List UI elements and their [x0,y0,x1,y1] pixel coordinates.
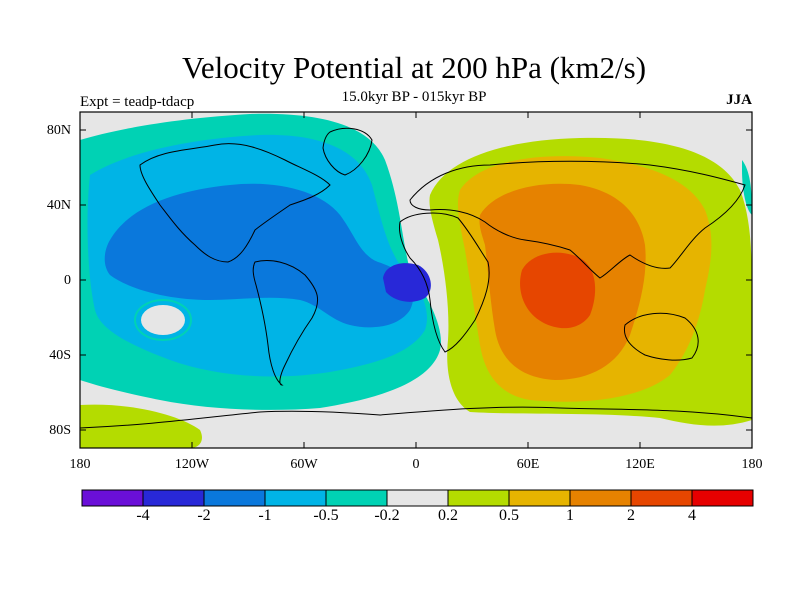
contour-neg-0.2-dateline [742,160,752,215]
colorbar-box [142,489,205,507]
coast-north-america [139,143,331,263]
lon-label-120w: 120W [174,457,210,472]
coast-australia [623,312,699,361]
colorbar-box [508,489,571,507]
colorbar-box [325,489,388,507]
colorbar-label: 4 [688,507,696,524]
contour-pos-0.2-sw [80,404,202,448]
lat-label-40n: 40N [46,198,71,213]
colorbar-box [630,489,693,507]
coast-eurasia [409,160,746,279]
lon-label-120e: 120E [625,457,655,472]
contour-field [80,112,752,448]
experiment-label: Expt = teadp-tdacp [80,94,195,110]
colorbar [81,489,754,507]
contour-pocket-ring [134,299,192,341]
colorbar-box [203,489,266,507]
colorbar-label: -0.2 [374,507,400,524]
lat-label-0: 0 [64,273,71,288]
lon-label-60w: 60W [290,457,318,472]
colorbar-box [691,489,754,507]
map-title: Velocity Potential at 200 hPa (km2/s) [181,50,647,85]
contour-pos-2 [520,252,596,329]
colorbar-box [569,489,632,507]
colorbar-box [81,489,144,507]
colorbar-box [386,489,449,507]
colorbar-label: 1 [566,507,574,524]
colorbar-label: 0.5 [499,507,519,524]
colorbar-label: 0.2 [438,507,458,524]
lat-label-80n: 80N [46,123,71,138]
coast-south-america [252,260,319,386]
lat-label-40s: 40S [49,348,71,363]
lon-label-60e: 60E [516,457,540,472]
colorbar-label: -0.5 [313,507,339,524]
contour-neg-2 [383,263,431,302]
coast-africa [399,212,490,353]
lon-label-0: 0 [412,457,420,472]
coast-greenland [322,127,373,176]
colorbar-label: -1 [258,507,272,524]
coast-antarctica [80,406,752,429]
colorbar-label: 2 [627,507,635,524]
map-subtitle: 15.0kyr BP - 015kyr BP [341,89,487,105]
lat-label-80s: 80S [49,423,71,438]
season-label: JJA [726,92,752,108]
lon-label-180w: 180 [69,457,91,472]
colorbar-box [447,489,510,507]
contour-neg-1 [104,183,414,328]
colorbar-label: -4 [136,507,150,524]
colorbar-label: -2 [197,507,211,524]
lon-label-180e: 180 [741,457,763,472]
neutral-pocket [141,305,185,335]
coastlines [80,127,752,429]
colorbar-box [264,489,327,507]
axis-ticks [79,112,753,448]
